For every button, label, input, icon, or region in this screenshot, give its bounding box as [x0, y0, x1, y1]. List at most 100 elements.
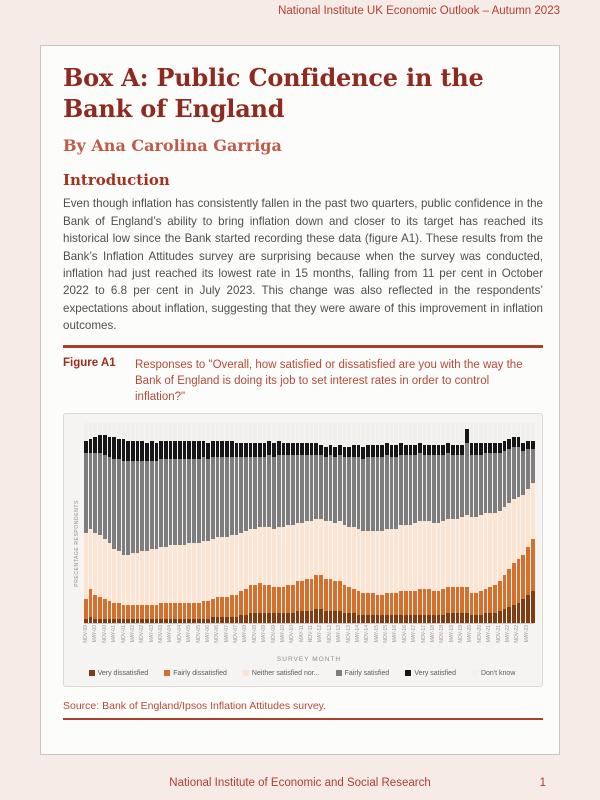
x-tick-label: NOV-13	[345, 624, 352, 643]
x-tick-label: NOV-09	[270, 624, 277, 643]
bar-segment	[196, 458, 201, 543]
bar-segment	[305, 422, 309, 443]
x-tick-label: MAY-19	[448, 624, 455, 643]
bar-segment	[225, 422, 229, 441]
bar-segment	[305, 578, 309, 611]
bar-segment	[98, 534, 102, 597]
stacked-bar	[342, 422, 347, 623]
stacked-bar	[159, 422, 163, 623]
bar-segment	[281, 442, 286, 455]
bar-segment	[446, 612, 450, 623]
bar-segment	[521, 422, 526, 443]
bar-segment	[210, 616, 215, 623]
bar-segment	[337, 454, 342, 521]
bar-segment	[173, 458, 178, 545]
bar-segment	[323, 520, 328, 579]
bar-segment	[422, 454, 427, 521]
bar-segment	[229, 616, 234, 623]
bar-segment	[356, 444, 361, 457]
x-tick-label: MAY-17	[411, 624, 418, 643]
bar-segment	[323, 456, 328, 521]
bar-segment	[394, 456, 399, 529]
legend-swatch	[335, 670, 342, 677]
bar-segment	[460, 516, 464, 587]
bar-segment	[337, 580, 342, 611]
stacked-bar	[253, 422, 258, 623]
bar-segment	[93, 594, 98, 619]
stacked-bar	[309, 422, 314, 623]
bar-segment	[399, 454, 403, 525]
bar-segment	[319, 422, 323, 445]
stacked-bar	[370, 422, 375, 623]
stacked-bar	[323, 422, 328, 623]
bar-segment	[267, 440, 272, 455]
bar-segment	[121, 422, 126, 439]
bar-segment	[403, 590, 408, 615]
bar-segment	[502, 608, 507, 623]
bar-segment	[530, 422, 535, 441]
bar-segment	[408, 590, 413, 615]
bar-segment	[84, 440, 88, 453]
bar-segment	[135, 440, 140, 461]
bar-segment	[488, 442, 493, 453]
bar-segment	[290, 584, 295, 613]
bar-segment	[107, 436, 112, 457]
bar-segment	[333, 522, 337, 581]
bar-segment	[163, 602, 168, 619]
bar-segment	[352, 612, 356, 623]
bar-segment	[497, 610, 502, 623]
bar-segment	[173, 422, 178, 441]
bar-segment	[347, 446, 352, 457]
stacked-bar	[192, 422, 196, 623]
x-tick-label: MAY-07	[223, 624, 230, 643]
bar-segment	[394, 444, 399, 457]
bar-segment	[173, 440, 178, 459]
bar-segment	[220, 596, 225, 617]
bar-segment	[210, 456, 215, 539]
stacked-bar	[262, 422, 267, 623]
bar-segment	[516, 422, 521, 437]
bar-segment	[131, 618, 135, 623]
bar-segment	[446, 586, 450, 613]
bar-segment	[521, 494, 526, 555]
bar-segment	[253, 584, 258, 613]
stacked-bar	[389, 422, 394, 623]
bar-segment	[309, 578, 314, 611]
bar-segment	[290, 422, 295, 443]
stacked-bar	[258, 422, 262, 623]
bar-segment	[469, 442, 474, 455]
bar-segment	[328, 578, 333, 611]
x-tick-label: MAY-16	[392, 624, 399, 643]
bar-segment	[182, 618, 187, 623]
bar-segment	[262, 612, 267, 623]
legend-label: Fairly satisfied	[344, 669, 390, 677]
bar-segment	[361, 530, 366, 593]
bar-segment	[323, 578, 328, 611]
bar-segment	[215, 596, 220, 617]
stacked-bar	[399, 422, 403, 623]
bar-segment	[272, 442, 276, 457]
bar-segment	[239, 442, 243, 457]
bar-segment	[234, 456, 239, 535]
bar-segment	[511, 422, 516, 437]
bar-segment	[333, 446, 337, 457]
bar-segment	[248, 442, 253, 457]
bar-segment	[93, 532, 98, 595]
bar-segment	[276, 422, 281, 441]
bar-segment	[422, 614, 427, 623]
stacked-bar	[403, 422, 408, 623]
stacked-bar	[474, 422, 479, 623]
bar-segment	[488, 422, 493, 443]
stacked-bar	[121, 422, 126, 623]
bar-segment	[159, 546, 163, 603]
bar-segment	[436, 590, 441, 615]
stacked-bar	[276, 422, 281, 623]
bar-segment	[446, 422, 450, 443]
bar-segment	[225, 596, 229, 617]
bar-segment	[267, 584, 272, 613]
bar-segment	[356, 422, 361, 445]
bar-segment	[84, 598, 88, 619]
bar-segment	[427, 454, 432, 521]
bar-segment	[370, 444, 375, 457]
bar-segment	[281, 526, 286, 587]
